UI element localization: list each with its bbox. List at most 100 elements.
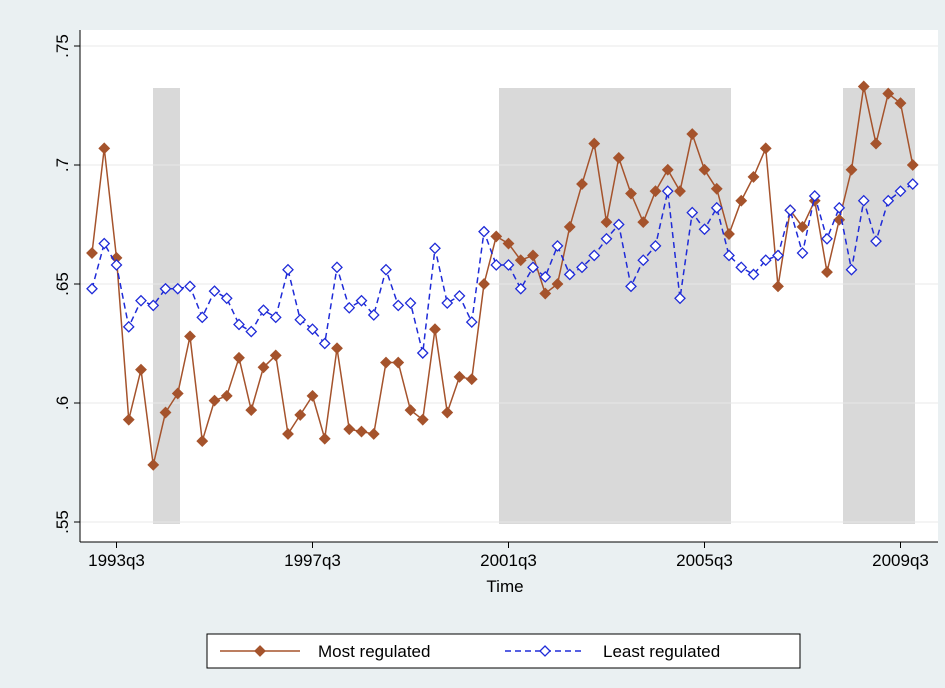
point [478,278,490,290]
point [380,263,392,276]
point [269,311,282,324]
series-line [91,183,914,354]
point [416,413,429,426]
point [98,237,111,250]
point [220,292,233,305]
point [478,225,490,238]
point [490,230,503,243]
point [576,178,588,190]
x-tick-label: 2001q3 [480,551,537,570]
legend-label: Least regulated [603,642,720,661]
point [343,423,356,436]
point [661,185,674,198]
point [429,242,441,255]
x-tick-label: 1997q3 [284,551,341,570]
point [821,232,833,245]
point [906,178,919,190]
point [208,394,221,407]
point [318,432,331,445]
point [355,425,368,438]
point [453,370,466,383]
point [282,263,294,276]
legend-items: Most regulated Least regulated [220,642,720,661]
point [649,185,662,198]
point [808,190,821,202]
point [600,232,613,245]
point [870,137,882,150]
point [723,228,735,240]
point [600,216,613,229]
point [171,282,184,295]
point [257,304,270,317]
point [343,301,356,314]
point [306,323,319,336]
shaded-period [499,88,731,524]
point [196,435,209,447]
point [735,261,748,274]
point [710,182,723,195]
point [184,280,196,293]
point [723,249,735,262]
point [894,97,907,110]
point [563,220,576,233]
point [171,387,184,400]
point [845,263,858,276]
y-tick-label: .7 [53,158,72,172]
point [367,309,380,321]
point [906,159,919,171]
y-tick-label: .75 [53,34,72,58]
point [527,249,539,262]
x-axis-label: Time [486,577,523,596]
point [208,285,221,298]
point [429,323,441,336]
point [184,330,196,343]
point [539,287,552,300]
point [588,137,601,150]
point [674,292,686,305]
point [367,428,380,440]
point [245,325,258,338]
point [551,278,564,290]
point [686,206,699,219]
point [135,294,147,307]
point [233,351,245,364]
x-tick-label: 2009q3 [872,551,929,570]
y-tick-label: .55 [53,510,72,534]
point [857,194,870,207]
point [784,204,797,217]
point [110,259,123,271]
point [759,254,772,267]
point [882,87,895,100]
point [282,428,294,440]
point [318,337,331,350]
point [416,347,429,359]
point [453,289,466,302]
point [747,170,760,183]
point [147,299,160,312]
point [661,163,674,176]
point [698,223,711,236]
point [245,404,258,417]
point [894,185,907,198]
point [612,151,625,164]
point [502,237,515,250]
y-tick-label: .65 [53,272,72,296]
point [539,270,552,283]
point [821,266,833,279]
point [759,142,772,155]
x-tick-label: 1993q3 [88,551,145,570]
point [159,406,172,419]
point [159,282,172,295]
point [698,163,711,176]
plot [86,80,919,471]
point [845,163,858,176]
point [796,247,809,259]
point [233,318,245,331]
point [612,218,625,231]
shaded-period [843,88,915,524]
point [882,194,895,207]
point [796,220,809,233]
point [294,408,307,421]
